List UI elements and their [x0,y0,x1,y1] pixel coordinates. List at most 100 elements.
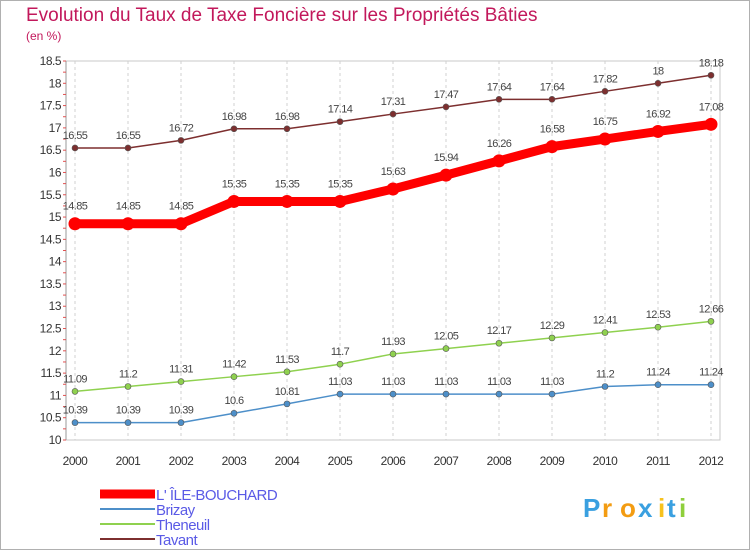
data-point [495,339,503,347]
data-label: 15.94 [434,152,459,164]
x-tick-label: 2001 [116,454,142,468]
x-tick-label: 2005 [328,454,354,468]
data-point [442,390,450,398]
data-point [283,368,291,376]
data-label: 16.26 [487,138,512,150]
data-point [71,144,79,152]
data-label: 17.64 [487,81,512,93]
legend-label: L' ÎLE-BOUCHARD [156,487,278,504]
y-tick-label: 11.5 [41,366,62,380]
data-label: 16.55 [63,130,88,142]
data-label: 11.03 [540,376,564,388]
data-point [121,217,135,231]
logo-letter: i [679,493,686,523]
data-point [548,390,556,398]
series-2: 11.09 11.2 11.31 11.42 11.53 11.7 11.93 12.05 12… [63,303,724,395]
y-tick-label: 12.5 [40,322,62,336]
data-label: 18 [652,65,664,77]
data-label: 15.35 [275,178,300,190]
data-point [442,103,450,111]
data-point [230,125,238,133]
data-label: 14.85 [63,201,88,213]
data-point [333,194,347,208]
data-point [386,182,400,196]
y-tick-label: 16.5 [40,143,62,157]
axes: 1010.51111.51212.51313.51414.51515.51616… [40,54,725,468]
data-point [389,350,397,358]
data-label: 17.64 [540,81,565,93]
data-point [177,137,185,144]
data-label: 11.03 [381,376,405,388]
data-label: 12.53 [646,309,671,321]
data-label: 14.85 [169,201,194,213]
y-tick-label: 15 [49,210,62,224]
data-label: 11.93 [381,336,405,348]
data-label: 11.09 [63,373,87,385]
y-tick-label: 11 [50,388,62,402]
y-tick-label: 14.5 [40,232,62,246]
data-label: 18.18 [699,57,724,69]
data-point [227,194,241,208]
data-point [601,329,609,336]
data-point [548,96,556,103]
legend-label: Brizay [156,502,196,519]
data-point [230,373,238,380]
data-point [230,409,238,417]
data-point [548,334,556,342]
data-point [71,419,79,426]
data-label: 10.39 [116,405,141,417]
chart-title: Evolution du Taux de Taxe Foncière sur l… [26,5,538,26]
data-point [654,381,662,389]
data-label: 14.85 [116,201,141,213]
y-tick-label: 10 [49,433,62,447]
data-label: 16.72 [169,122,194,134]
y-tick-label: 13 [49,299,62,313]
data-point [336,360,344,368]
data-label: 11.31 [169,364,193,376]
logo-letter: i [658,493,665,523]
data-label: 15.63 [381,166,406,178]
data-label: 11.24 [646,367,670,379]
data-label: 11.24 [699,367,723,379]
y-tick-label: 16 [49,165,62,179]
data-label: 10.39 [63,405,88,417]
data-label: 11.42 [222,359,246,371]
data-point [283,125,291,133]
data-point [601,383,609,390]
data-point [177,378,185,385]
data-label: 16.92 [646,108,671,120]
x-tick-label: 2008 [487,454,513,468]
data-point [495,390,503,398]
data-label: 16.55 [116,130,141,142]
legend-item[interactable]: Theneuil [100,517,210,534]
x-tick-label: 2010 [593,454,619,468]
x-tick-label: 2007 [434,454,460,468]
legend-item[interactable]: Brizay [100,502,196,519]
data-label: 17.31 [381,96,406,108]
x-tick-label: 2011 [646,454,671,468]
data-label: 12.41 [593,315,618,327]
data-point [71,388,79,395]
legend-item[interactable]: L' ÎLE-BOUCHARD [100,487,278,504]
data-label: 11.03 [328,376,352,388]
data-point [439,168,453,182]
data-label: 11.53 [275,354,299,366]
data-label: 17.82 [593,73,618,85]
legend-item[interactable]: Tavant [100,532,199,549]
x-tick-label: 2004 [275,454,301,468]
data-label: 11.03 [487,376,511,388]
x-tick-label: 2003 [222,454,248,468]
series-3: 16.55 16.55 16.72 16.98 16.98 17.14 17.31 17.47… [63,57,724,152]
data-label: 10.81 [275,386,300,398]
data-label: 16.98 [275,111,300,123]
logo-letter: r [602,493,612,523]
y-tick-label: 10.5 [40,411,62,425]
series-1: 10.39 10.39 10.39 10.6 10.81 11.03 11.03 11.03 1… [63,367,724,426]
x-tick-label: 2009 [540,454,566,468]
x-tick-label: 2002 [169,454,195,468]
data-point [336,390,344,398]
y-tick-label: 14 [49,255,62,269]
